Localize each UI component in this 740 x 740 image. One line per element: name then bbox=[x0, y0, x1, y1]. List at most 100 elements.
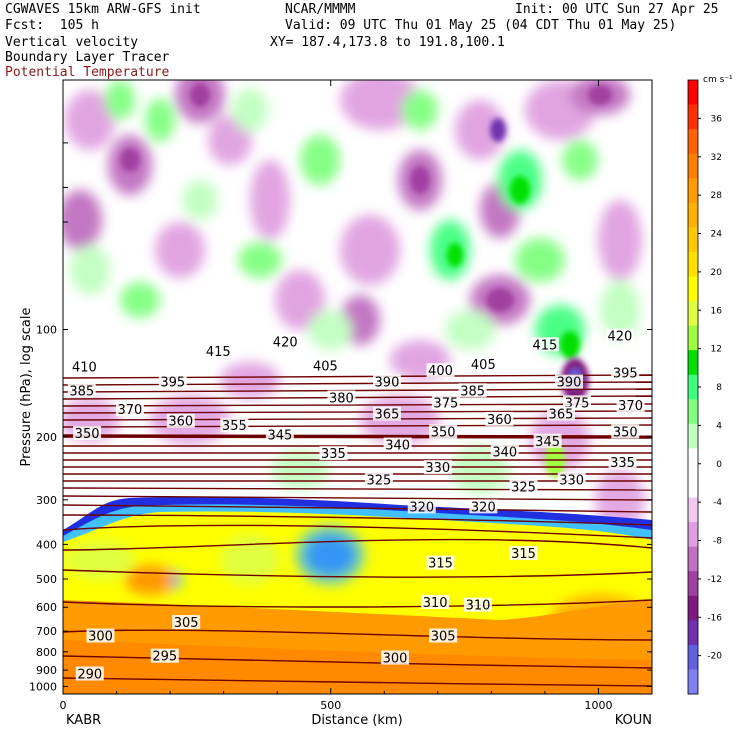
theta-label-bg bbox=[509, 479, 538, 494]
y-tick-label: 100 bbox=[36, 323, 57, 336]
boundary-layer-tracer bbox=[63, 496, 652, 694]
theta-label: 320 bbox=[471, 500, 496, 515]
theta-label: 300 bbox=[88, 630, 113, 645]
theta-label-bg bbox=[485, 411, 514, 426]
theta-label-bg bbox=[166, 413, 195, 428]
theta-label: 395 bbox=[160, 376, 185, 391]
theta-label-bg bbox=[429, 628, 458, 643]
colorbar-label: 32 bbox=[711, 153, 722, 163]
y-tick-label: 400 bbox=[36, 538, 57, 551]
org-label: NCAR/MMMM bbox=[285, 2, 356, 17]
theta-label: 385 bbox=[69, 384, 94, 399]
theta-label: 310 bbox=[466, 599, 491, 614]
theta-label-bg bbox=[380, 650, 409, 665]
theta-label-bg bbox=[611, 365, 640, 380]
theta-label: 350 bbox=[75, 427, 100, 442]
theta-label-bg bbox=[421, 594, 450, 609]
theta-label-bg bbox=[73, 426, 102, 441]
theta-label-bg bbox=[608, 454, 637, 469]
theta-label-bg bbox=[611, 424, 640, 439]
theta-label-bg bbox=[220, 417, 249, 432]
colorbar-label: 8 bbox=[716, 383, 722, 393]
theta-label-bg bbox=[555, 374, 584, 389]
theta-label: 365 bbox=[549, 408, 574, 423]
colorbar-label: 24 bbox=[711, 230, 723, 240]
theta-label-bg bbox=[469, 357, 498, 372]
theta-label-bg bbox=[490, 444, 519, 459]
colorbar-label: 12 bbox=[711, 345, 722, 355]
theta-label-bg bbox=[319, 446, 348, 461]
colorbar-swatch bbox=[688, 644, 698, 670]
theta-label-bg bbox=[364, 472, 393, 487]
y-tick-label: 700 bbox=[36, 625, 57, 638]
colorbar-swatch bbox=[688, 104, 698, 130]
theta-label-bg bbox=[605, 328, 634, 343]
theta-label: 415 bbox=[532, 338, 557, 353]
colorbar-label: -12 bbox=[707, 575, 722, 585]
colorbar-label: -8 bbox=[713, 537, 722, 547]
colorbar-swatch bbox=[688, 276, 698, 302]
theta-label-bg bbox=[546, 406, 575, 421]
theta-label-bg bbox=[533, 433, 562, 448]
theta-label: 315 bbox=[511, 547, 536, 562]
theta-label-bg bbox=[423, 460, 452, 475]
theta-label: 290 bbox=[77, 668, 102, 683]
theta-label: 410 bbox=[72, 361, 97, 376]
theta-label: 300 bbox=[383, 652, 408, 667]
theta-label-bg bbox=[469, 499, 498, 514]
theta-label-bg bbox=[115, 401, 144, 416]
init-time: Init: 00 UTC Sun 27 Apr 25 bbox=[515, 2, 719, 17]
colorbar-swatch bbox=[688, 399, 698, 425]
colorbar-label: 4 bbox=[716, 421, 722, 431]
colorbar-swatch bbox=[688, 325, 698, 351]
theta-label: 375 bbox=[433, 396, 458, 411]
theta-label-bg bbox=[158, 374, 187, 389]
colorbar-unit: cm s⁻¹ bbox=[703, 75, 733, 85]
y-tick-label: 900 bbox=[36, 664, 57, 677]
theta-label-bg bbox=[431, 395, 460, 410]
x-tick-label: 500 bbox=[320, 699, 341, 712]
y-tick-label: 500 bbox=[36, 573, 57, 586]
y-axis-label: Pressure (hPa), log scale bbox=[19, 308, 34, 467]
theta-label: 400 bbox=[428, 364, 453, 379]
theta-label: 405 bbox=[313, 359, 338, 374]
theta-label: 345 bbox=[267, 429, 292, 444]
field-potential-temperature: Potential Temperature bbox=[5, 65, 170, 80]
colorbar-swatch bbox=[688, 251, 698, 277]
field-boundary-layer-tracer: Boundary Layer Tracer bbox=[5, 50, 170, 65]
theta-label: 415 bbox=[206, 345, 231, 360]
theta-label-bg bbox=[265, 427, 294, 442]
colorbar-swatch bbox=[688, 497, 698, 523]
theta-label-bg bbox=[70, 359, 99, 374]
theta-label: 390 bbox=[375, 376, 400, 391]
colorbar-swatch bbox=[688, 620, 698, 646]
theta-label: 330 bbox=[425, 461, 450, 476]
colorbar-label: 36 bbox=[711, 114, 723, 124]
theta-label-bg bbox=[372, 406, 401, 421]
theta-label: 385 bbox=[460, 384, 485, 399]
colorbar-swatch bbox=[688, 522, 698, 548]
theta-label: 325 bbox=[511, 480, 536, 495]
theta-label-bg bbox=[557, 472, 586, 487]
left-endpoint-label: KABR bbox=[66, 713, 101, 728]
plot-frame bbox=[62, 79, 653, 695]
theta-label-bg bbox=[311, 358, 340, 373]
theta-label-bg bbox=[426, 555, 455, 570]
theta-label: 360 bbox=[168, 415, 193, 430]
theta-label: 380 bbox=[329, 391, 354, 406]
theta-label-bg bbox=[327, 390, 356, 405]
valid-time: Valid: 09 UTC Thu 01 May 25 (04 CDT Thu … bbox=[285, 18, 677, 33]
theta-label: 420 bbox=[273, 335, 298, 350]
theta-label-bg bbox=[372, 374, 401, 389]
colorbar: 36 32 28 24 20 16 12 8 4 0 -4 -8 -12 -16 -20 bbox=[687, 79, 723, 695]
theta-label-bg bbox=[426, 363, 455, 378]
theta-label: 315 bbox=[428, 557, 453, 572]
theta-label: 395 bbox=[613, 367, 638, 382]
theta-label: 350 bbox=[613, 425, 638, 440]
theta-label-bg bbox=[563, 395, 592, 410]
theta-label-bg bbox=[383, 437, 412, 452]
y-tick-label: 200 bbox=[36, 431, 57, 444]
x-tick-label: 0 bbox=[60, 699, 67, 712]
theta-label-bg bbox=[204, 344, 233, 359]
colorbar-label: 28 bbox=[711, 191, 723, 201]
